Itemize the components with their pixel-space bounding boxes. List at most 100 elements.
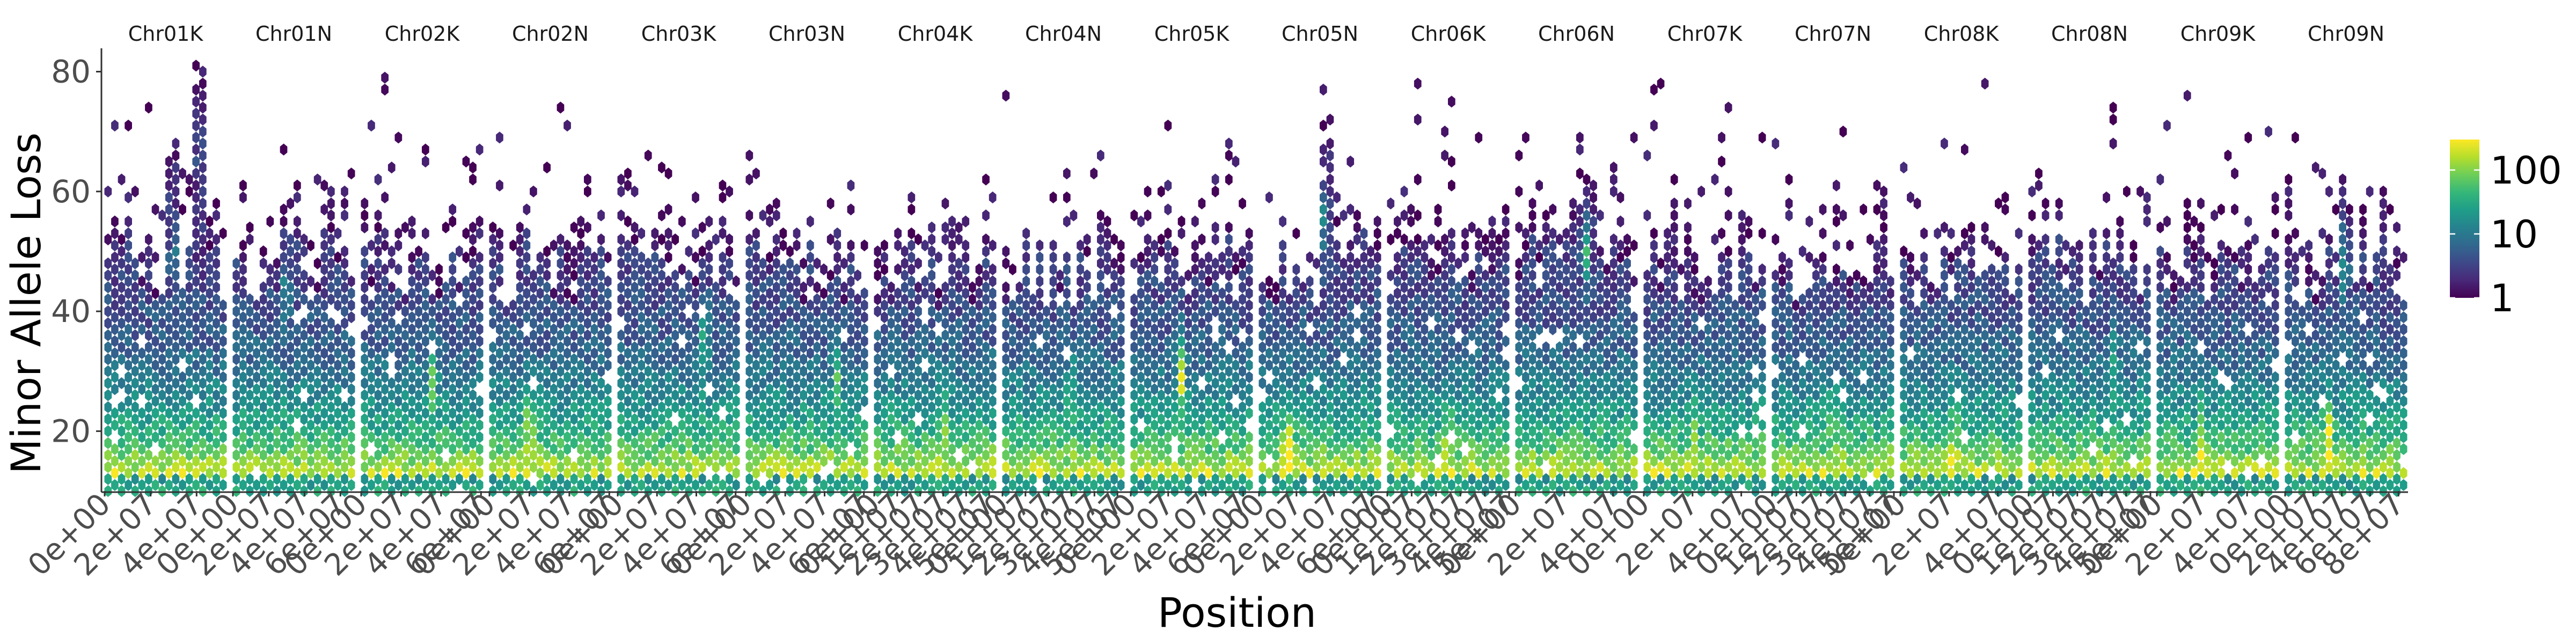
hex-cell (1373, 407, 1381, 419)
hex-cell (820, 395, 828, 407)
hex-cell (1306, 431, 1314, 443)
hex-cell (1015, 401, 1023, 413)
hex-cell (456, 341, 463, 354)
hex-cell (671, 425, 679, 437)
hex-cell (1191, 395, 1199, 407)
hex-cell (982, 485, 990, 497)
hex-cell (1218, 359, 1226, 371)
hex-cell (948, 371, 956, 383)
hex-cell (1292, 359, 1300, 371)
hex-cell (422, 287, 429, 299)
hex-cell (239, 359, 247, 371)
hex-cell (111, 263, 119, 275)
hex-cell (118, 281, 126, 294)
hex-cell (881, 419, 888, 431)
hex-cell (1191, 299, 1199, 311)
hex-cell (1320, 347, 1327, 360)
hex-cell (1522, 407, 1529, 419)
hex-cell (557, 305, 565, 318)
hex-cell (1596, 485, 1604, 497)
hex-cell (820, 299, 828, 311)
hex-cell (334, 479, 342, 491)
hex-cell (1475, 251, 1483, 264)
hex-cell (294, 467, 301, 479)
hex-cell (104, 389, 112, 401)
hex-cell (1218, 479, 1226, 491)
hex-cell (1697, 329, 1705, 341)
hex-cell (1569, 401, 1577, 413)
hex-cell (1211, 389, 1219, 401)
hex-cell (1731, 395, 1739, 407)
hex-cell (969, 377, 976, 390)
hex-cell (1353, 401, 1361, 413)
hex-cell (1731, 479, 1739, 491)
hex-cell (1258, 341, 1267, 354)
hex-cell (408, 479, 416, 491)
hex-cell (1353, 209, 1361, 222)
hex-cell (732, 323, 740, 335)
hex-cell (1421, 311, 1429, 324)
hex-cell (239, 263, 247, 275)
hex-cell (887, 437, 895, 449)
hex-cell (165, 311, 173, 324)
hex-cell (266, 443, 274, 455)
hex-cell (435, 299, 443, 311)
hex-cell (1346, 287, 1355, 299)
hex-cell (671, 461, 679, 473)
hex-cell (564, 359, 571, 371)
facet-label: Chr01N (255, 22, 332, 46)
hex-cell (1077, 311, 1084, 324)
hex-cell (678, 323, 686, 335)
hex-cell (1664, 455, 1671, 467)
hex-cell (550, 323, 558, 335)
hex-cell (1434, 215, 1442, 228)
hex-cell (246, 221, 254, 233)
hex-cell (273, 257, 281, 269)
hex-cell (1758, 479, 1766, 491)
hex-cell (1218, 251, 1226, 264)
hex-cell (125, 119, 132, 132)
hex-cell (1697, 437, 1705, 449)
hex-cell (664, 167, 672, 180)
hex-cell (449, 299, 457, 311)
hex-cell (1137, 479, 1145, 491)
hex-cell (955, 281, 963, 294)
hex-cell (1151, 407, 1158, 419)
hex-cell (1623, 257, 1631, 269)
hex-cell (712, 473, 720, 485)
hex-cell (847, 479, 855, 491)
hex-cell (1542, 437, 1550, 449)
hex-cell (759, 377, 767, 390)
hex-cell (145, 341, 152, 354)
hex-cell (422, 383, 429, 396)
hex-cell (199, 281, 207, 294)
hex-cell (1488, 479, 1496, 491)
hex-cell (766, 323, 773, 335)
hex-cell (131, 257, 139, 269)
hex-cell (1718, 155, 1725, 168)
hex-cell (1515, 257, 1523, 269)
hex-cell (1488, 263, 1496, 275)
hex-cell (131, 329, 139, 341)
hex-cell (1151, 251, 1158, 264)
hex-cell (536, 443, 544, 455)
hex-cell (456, 377, 463, 390)
hex-cell (1670, 377, 1678, 390)
hex-cell (772, 269, 780, 282)
hex-cell (1596, 209, 1604, 222)
hex-cell (752, 407, 760, 419)
hex-cell (1596, 245, 1604, 258)
hex-cell (793, 443, 801, 455)
hex-cell (807, 407, 814, 419)
hex-cell (394, 431, 402, 443)
hex-cell (1326, 221, 1334, 233)
hex-cell (664, 443, 672, 455)
hex-cell (259, 329, 267, 341)
hex-cell (1596, 281, 1604, 294)
hex-cell (962, 467, 970, 479)
hex-cell (1596, 365, 1604, 377)
hex-cell (543, 449, 551, 462)
hex-cell (1333, 431, 1341, 443)
hex-cell (1623, 353, 1631, 365)
hex-cell (1225, 269, 1233, 282)
